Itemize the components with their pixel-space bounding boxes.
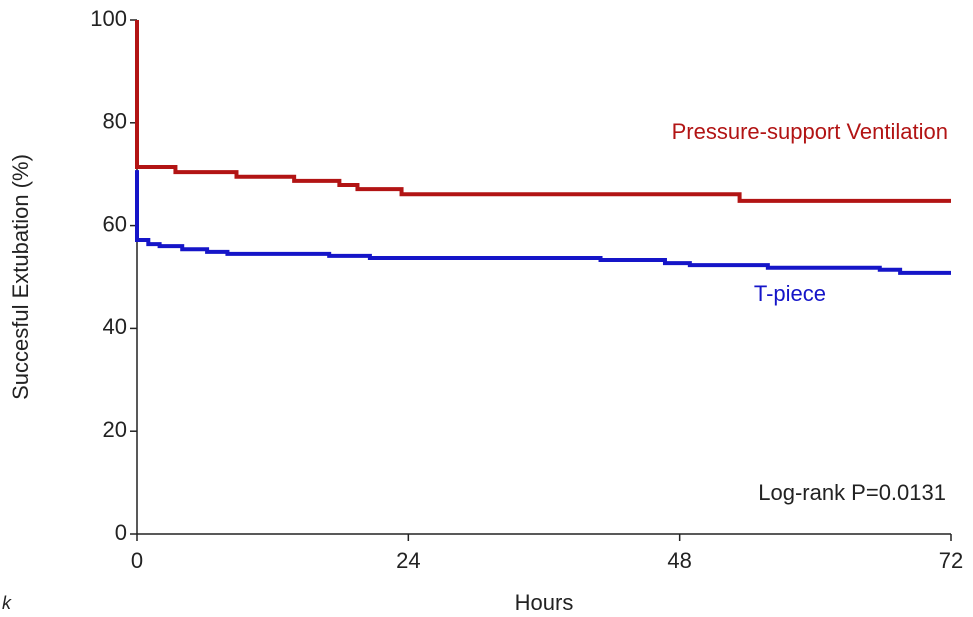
- y-tick-label: 0: [115, 520, 127, 545]
- survival-line: [135, 20, 951, 203]
- y-tick-label: 40: [103, 314, 127, 339]
- annotation: Log-rank P=0.0131: [758, 480, 946, 505]
- x-tick-label: 72: [939, 548, 963, 573]
- x-axis-label: Hours: [515, 590, 574, 615]
- y-axis-label: Succesful Extubation (%): [8, 154, 33, 400]
- x-tick-label: 0: [131, 548, 143, 573]
- series-label: T-piece: [754, 281, 826, 306]
- x-tick-label: 48: [667, 548, 691, 573]
- survival-line: [135, 170, 951, 275]
- y-tick-label: 60: [103, 211, 127, 236]
- y-tick-label: 20: [103, 417, 127, 442]
- y-tick-label: 100: [90, 6, 127, 31]
- y-tick-label: 80: [103, 109, 127, 134]
- x-tick-label: 24: [396, 548, 420, 573]
- series-label: Pressure-support Ventilation: [672, 119, 948, 144]
- panel-label: k: [2, 593, 12, 613]
